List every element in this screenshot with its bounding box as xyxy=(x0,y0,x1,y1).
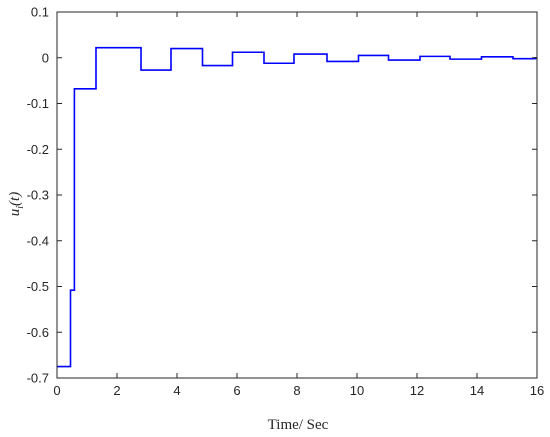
x-tick-label: 8 xyxy=(293,383,300,398)
plot-area xyxy=(57,46,537,368)
x-tick-label: 0 xyxy=(53,383,60,398)
y-tick-label: 0.1 xyxy=(31,5,49,20)
x-tick-label: 10 xyxy=(350,383,364,398)
x-tick-label: 2 xyxy=(113,383,120,398)
y-tick-label: -0.7 xyxy=(27,371,49,386)
series-line-0 xyxy=(57,46,537,368)
y-axis-label-base: u xyxy=(7,209,23,217)
x-axis-label: Time/ Sec xyxy=(268,417,329,433)
x-tick-label: 16 xyxy=(530,383,544,398)
x-tick-label: 4 xyxy=(173,383,180,398)
y-tick-label: 0 xyxy=(42,50,49,65)
y-axis-label-arg: (t) xyxy=(7,192,23,206)
x-tick-label: 14 xyxy=(470,383,484,398)
y-tick-label: -0.5 xyxy=(27,279,49,294)
x-tick-label: 6 xyxy=(233,383,240,398)
y-tick-label: -0.6 xyxy=(27,325,49,340)
x-tick-label: 12 xyxy=(410,383,424,398)
y-tick-label: -0.3 xyxy=(27,188,49,203)
ticks: 0 2 4 6 8 10 12 14 16 0.1 0 -0.1 -0.2 -0.3 -0.4 -0.5 -0.… xyxy=(27,5,545,399)
y-axis-label-subscript: i xyxy=(15,206,26,209)
y-tick-label: -0.1 xyxy=(27,96,49,111)
y-tick-label: -0.2 xyxy=(27,142,49,157)
y-axis-label: ui(t) xyxy=(7,192,26,216)
y-tick-label: -0.4 xyxy=(27,233,49,248)
